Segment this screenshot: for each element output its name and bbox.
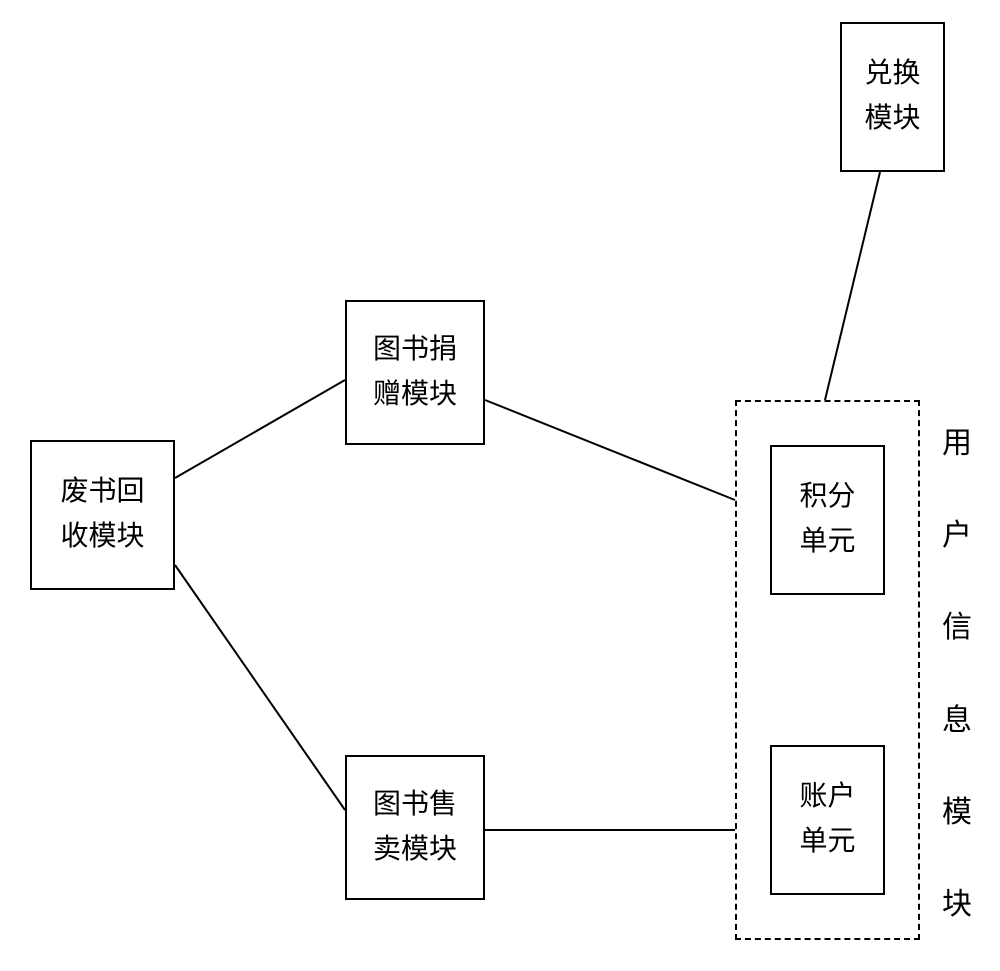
exchange-module-node: 兑换 模块 <box>840 22 945 172</box>
diagram-canvas: 用户信息模块 兑换 模块 图书捐 赠模块 废书回 收模块 图书售 卖模块 积分 … <box>0 0 1000 971</box>
user-info-module-label-char: 模 <box>942 787 972 831</box>
user-info-module-label-char: 块 <box>942 879 972 923</box>
edge-recycle-sale <box>175 565 345 810</box>
user-info-module-label: 用户信息模块 <box>942 418 972 923</box>
donation-module-label: 图书捐 赠模块 <box>373 328 457 418</box>
user-info-module-label-char: 息 <box>942 695 972 739</box>
user-info-module-label-char: 用 <box>942 418 972 462</box>
user-info-module-label-char: 信 <box>942 602 972 646</box>
edge-recycle-donation <box>175 380 345 478</box>
sale-module-node: 图书售 卖模块 <box>345 755 485 900</box>
user-info-module-label-char: 户 <box>942 510 972 554</box>
account-unit-node: 账户 单元 <box>770 745 885 895</box>
recycle-module-label: 废书回 收模块 <box>60 470 144 560</box>
sale-module-label: 图书售 卖模块 <box>373 783 457 873</box>
donation-module-node: 图书捐 赠模块 <box>345 300 485 445</box>
edge-exchange-container <box>825 172 880 400</box>
account-unit-label: 账户 单元 <box>799 775 855 865</box>
exchange-module-label: 兑换 模块 <box>864 52 920 142</box>
edge-donation-container <box>485 400 735 500</box>
recycle-module-node: 废书回 收模块 <box>30 440 175 590</box>
points-unit-label: 积分 单元 <box>799 475 855 565</box>
points-unit-node: 积分 单元 <box>770 445 885 595</box>
